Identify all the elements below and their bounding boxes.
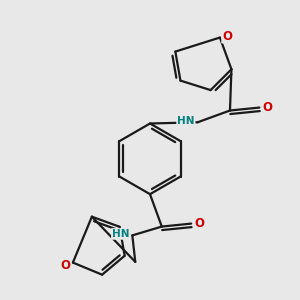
Text: O: O: [222, 30, 232, 43]
Text: O: O: [61, 259, 70, 272]
Text: O: O: [263, 101, 273, 114]
Text: HN: HN: [177, 116, 195, 126]
Text: O: O: [194, 217, 205, 230]
Text: HN: HN: [112, 229, 129, 239]
